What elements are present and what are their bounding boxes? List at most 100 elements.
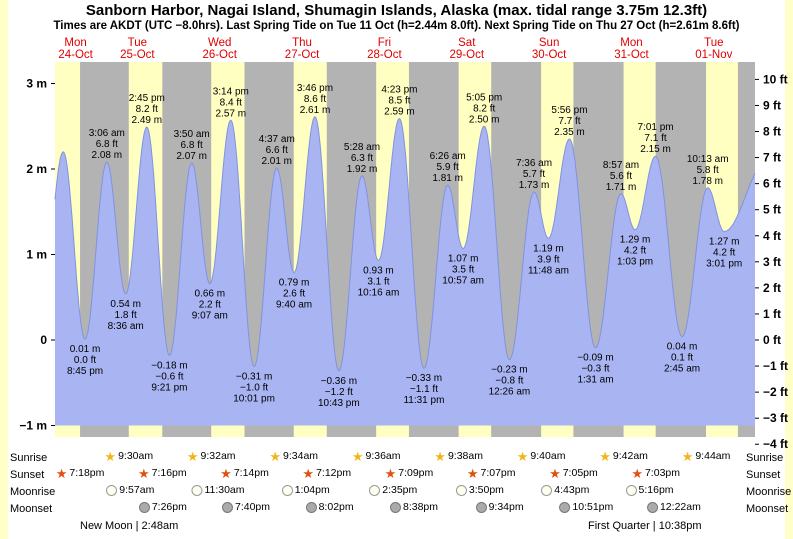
day-label: Sat 29-Oct: [450, 37, 485, 61]
tide-curve: [54, 116, 756, 372]
sunrise-icon: ★: [434, 448, 446, 464]
sunrise-icon: ★: [351, 448, 364, 464]
sunset-icon: ★: [549, 465, 561, 481]
y-axis-label-m: 2 m: [26, 162, 47, 176]
tide-annotation: 5:56 pm 7.7 ft 2.35 m: [551, 105, 587, 138]
moonset-icon: [222, 501, 233, 513]
moonrise-entry: 4:43pm: [541, 484, 589, 496]
tide-annotation: 4:37 am 6.6 ft 2.01 m: [259, 134, 295, 167]
moonset-time: 7:40pm: [235, 501, 271, 513]
moonset-time: 8:38pm: [403, 501, 439, 513]
sunset-entry: ★ 7:03pm: [631, 467, 680, 480]
y-axis-label-ft: 3 ft: [763, 255, 781, 269]
moonset-entry: 8:02pm: [305, 501, 354, 513]
tide-annotation: −0.09 m −0.3 ft 1:31 am: [577, 353, 613, 386]
tide-annotation: −0.18 m −0.6 ft 9:21 pm: [151, 360, 187, 393]
moonrise-icon: [369, 484, 381, 496]
moonrise-time: 5:16pm: [638, 484, 674, 496]
sunrise-time: 9:30am: [118, 450, 154, 462]
sunset-time: 7:16pm: [151, 467, 187, 479]
moonrise-entry: 2:35pm: [369, 484, 417, 496]
y-axis-label-ft: 5 ft: [763, 203, 781, 217]
sunset-time: 7:07pm: [480, 467, 516, 479]
moonrise-icon: [281, 484, 293, 496]
tide-annotation: 5:05 pm 8.2 ft 2.50 m: [466, 92, 502, 125]
tide-area: [55, 116, 755, 426]
tide-annotation: 8:57 am 5.6 ft 1.71 m: [603, 160, 639, 193]
moonrise-entry: 3:50pm: [455, 484, 504, 496]
sunset-time: 7:09pm: [398, 467, 434, 479]
moonset-time: 7:26pm: [151, 501, 187, 513]
y-axis-label-ft: −1 ft: [763, 359, 788, 373]
sunset-entry: ★ 7:12pm: [302, 465, 351, 481]
moonset-entry: 12:22am: [646, 501, 701, 513]
moonset-time: 12:22am: [659, 501, 701, 513]
moonrise-icon: [541, 484, 553, 496]
y-axis-label-ft: 8 ft: [763, 125, 781, 139]
y-axis-label-ft: 1 ft: [763, 307, 781, 321]
sunrise-time: 9:38am: [447, 450, 483, 462]
moonrise-time: 3:50pm: [468, 484, 504, 496]
day-label: Fri 28-Oct: [367, 37, 402, 61]
sunrise-time: 9:32am: [200, 450, 236, 462]
page-title: Sanborn Harbor, Nagai Island, Shumagin I…: [85, 2, 708, 19]
y-axis-label-ft: 7 ft: [763, 151, 781, 165]
y-axis-label-m: 0: [40, 333, 47, 347]
y-axis-label-ft: 9 ft: [763, 98, 781, 112]
tide-annotation: 3:14 pm 8.4 ft 2.57 m: [213, 86, 249, 119]
sunset-time: 7:05pm: [562, 467, 598, 479]
sunrise-entry: ★ 9:38am: [434, 448, 483, 464]
y-axis-label-ft: −3 ft: [763, 411, 788, 425]
tide-annotation: 0.54 m 1.8 ft 8:36 am: [108, 299, 144, 332]
sunrise-entry: ★ 9:42am: [599, 450, 648, 463]
tide-annotation: 4:23 pm 8.5 ft 2.59 m: [381, 85, 417, 118]
moonset-icon: [646, 501, 658, 513]
day-label: Sun 30-Oct: [532, 37, 567, 61]
row-label-sunrise: Sunrise: [10, 452, 48, 464]
row-label-moonset: Moonset: [746, 503, 789, 515]
tide-annotation: 7:36 am 5.7 ft 1.73 m: [516, 158, 552, 191]
sunrise-entry: ★ 9:44am: [681, 448, 731, 464]
moonset-entry: 8:38pm: [390, 501, 438, 513]
moonrise-time: 1:04pm: [294, 484, 330, 496]
moonrise-icon: [191, 484, 203, 496]
row-label-sunset: Sunset: [746, 469, 781, 481]
tide-annotation: 1.27 m 4.2 ft 3:01 pm: [706, 236, 742, 269]
moonrise-time: 9:57am: [119, 484, 155, 496]
tide-annotation: −0.31 m −1.0 ft 10:01 pm: [233, 372, 275, 405]
row-label-moonrise: Moonrise: [746, 486, 792, 498]
tide-annotation: 10:13 am 5.8 ft 1.78 m: [687, 154, 729, 187]
y-axis-label-ft: 2 ft: [763, 281, 781, 295]
moonrise-time: 2:35pm: [382, 484, 418, 496]
sunset-entry: ★ 7:05pm: [549, 465, 598, 481]
sunset-icon: ★: [55, 465, 68, 481]
sunset-entry: ★ 7:16pm: [138, 467, 187, 480]
tide-annotation: 5:28 am 6.3 ft 1.92 m: [344, 142, 380, 175]
tide-annotation: 1.19 m 3.9 ft 11:48 am: [528, 243, 569, 276]
y-axis-label-m: 1 m: [26, 248, 47, 262]
tide-annotation: −0.36 m −1.2 ft 10:43 pm: [318, 376, 360, 409]
tide-annotation: 0.04 m 0.1 ft 2:45 am: [664, 342, 700, 375]
row-label-sunset: Sunset: [10, 469, 45, 481]
new-moon-text: New Moon | 2:48am: [80, 520, 179, 532]
moonrise-time: 11:30am: [204, 484, 245, 496]
sunset-icon: ★: [302, 465, 315, 481]
sunrise-icon: ★: [681, 448, 694, 464]
day-label: Tue 25-Oct: [120, 37, 155, 61]
sunset-time: 7:14pm: [233, 467, 269, 479]
sunset-entry: ★ 7:18pm: [55, 465, 105, 481]
page-subtitle: Times are AKDT (UTC −8.0hrs). Last Sprin…: [53, 20, 740, 32]
y-axis-label-ft: 10 ft: [763, 72, 788, 86]
sunrise-entry: ★ 9:30am: [104, 450, 154, 463]
row-label-sunrise: Sunrise: [746, 452, 784, 464]
y-axis-label-m: −1 m: [19, 419, 47, 433]
sunrise-time: 9:40am: [530, 450, 566, 462]
sunrise-time: 9:44am: [695, 450, 731, 462]
moonrise-time: 4:43pm: [554, 484, 590, 496]
tide-annotation: 3:50 am 6.8 ft 2.07 m: [174, 129, 210, 162]
tide-annotation: −0.23 m −0.8 ft 12:26 am: [489, 365, 531, 398]
sunset-entry: ★ 7:14pm: [220, 467, 269, 480]
sunrise-icon: ★: [516, 448, 529, 464]
